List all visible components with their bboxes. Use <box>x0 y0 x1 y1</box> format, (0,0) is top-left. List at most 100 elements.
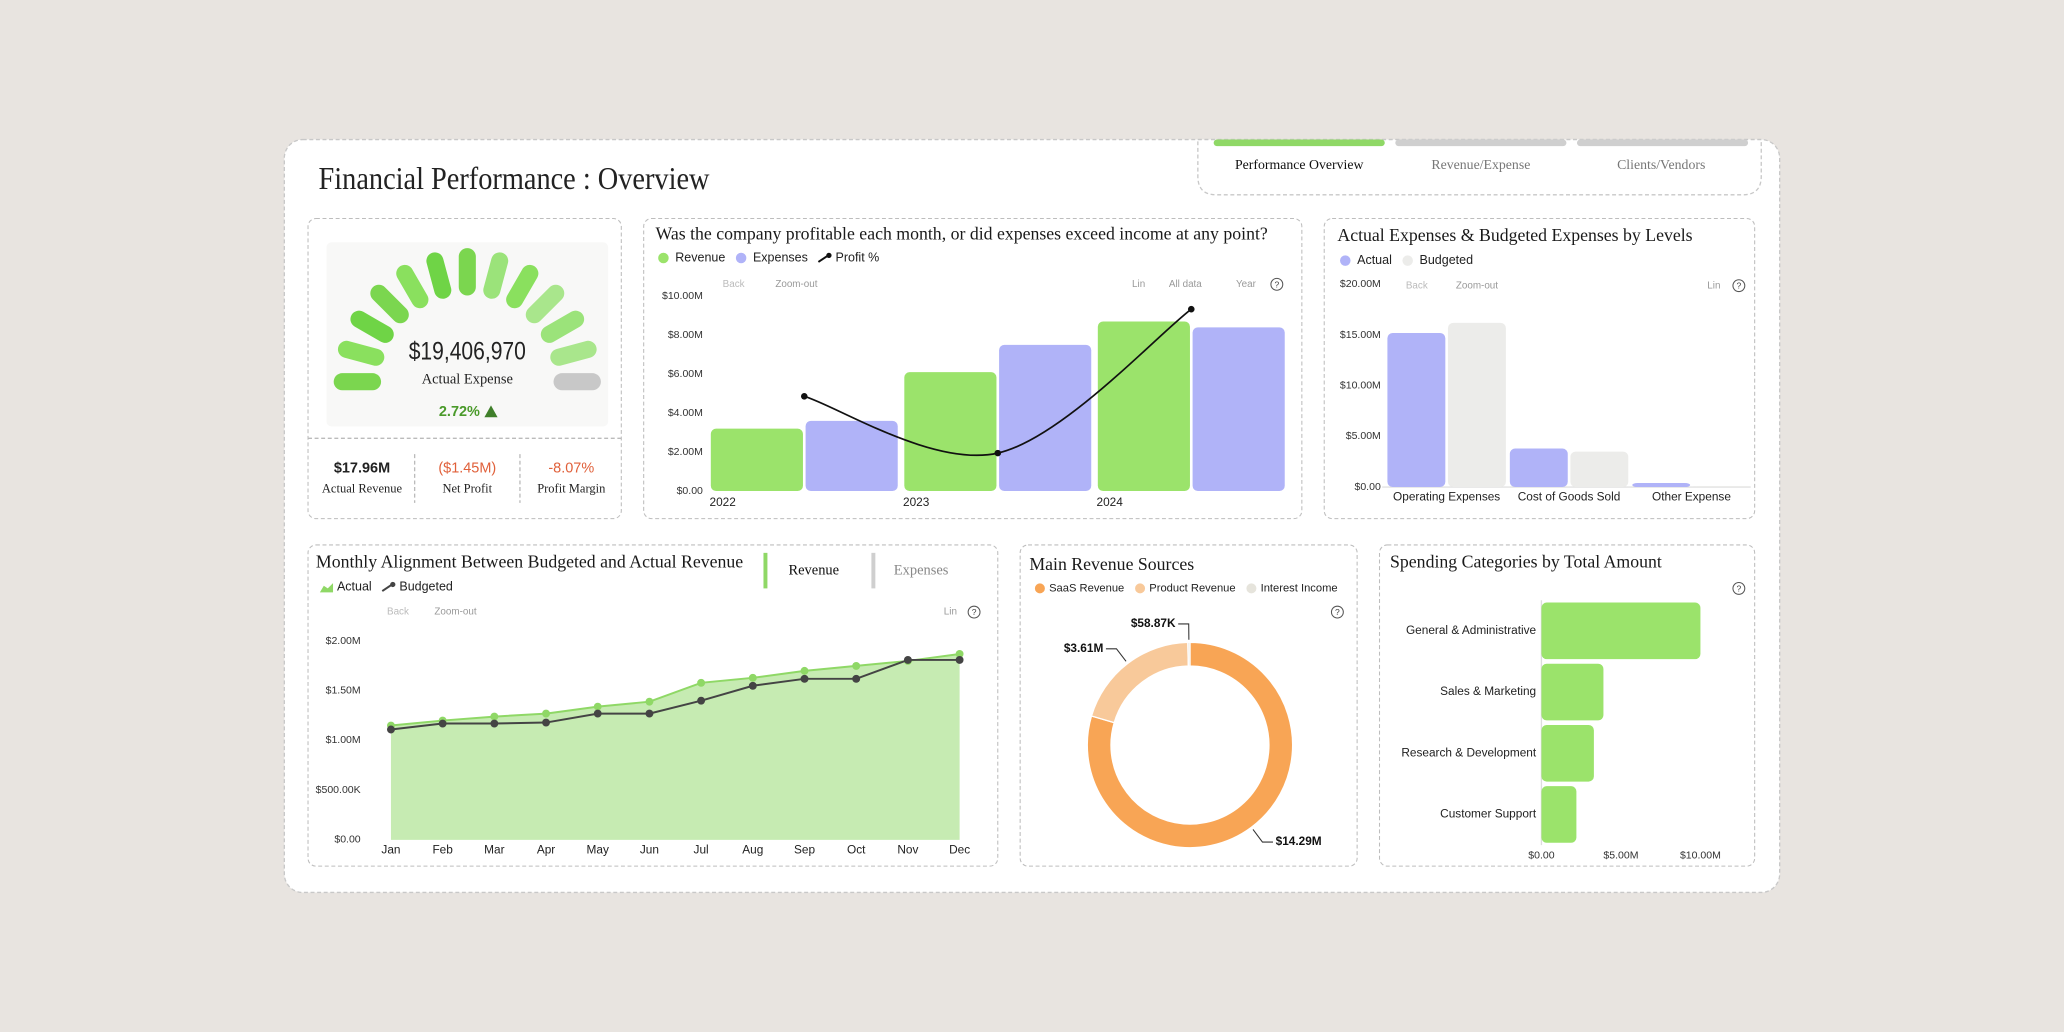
tab-indicator <box>1213 139 1385 147</box>
y-tick-label: $500.00K <box>316 784 361 796</box>
line-point <box>645 709 654 718</box>
gauge-segment <box>370 284 409 324</box>
bar <box>1541 663 1604 721</box>
x-tick-label: Mar <box>484 842 504 856</box>
gauge <box>333 248 601 391</box>
toolbar-button: Zoom-out <box>434 607 476 618</box>
legend-marker <box>1034 583 1045 594</box>
tab[interactable]: Performance Overview <box>1235 157 1363 172</box>
line-point <box>490 719 499 728</box>
x-tick-label: Feb <box>432 842 453 856</box>
y-tick-label: Research & Development <box>1401 745 1536 759</box>
y-tick-label: $5.00M <box>1346 430 1381 442</box>
toggle-button[interactable] <box>763 552 856 589</box>
leader-line <box>1105 648 1127 662</box>
y-tick-label: $15.00M <box>1340 329 1381 341</box>
toolbar-button: Year <box>1236 279 1257 290</box>
legend-marker <box>1402 255 1413 266</box>
y-tick-label: $0.00 <box>677 485 703 497</box>
x-tick-label: Cost of Goods Sold <box>1518 490 1621 504</box>
x-tick-label: $0.00 <box>1528 849 1554 861</box>
toolbar-button: Zoom-out <box>775 279 817 290</box>
gauge-segment <box>525 284 565 324</box>
gauge-segment <box>483 252 509 299</box>
bar <box>999 344 1092 491</box>
tab-indicator <box>1395 139 1567 147</box>
y-tick-label: $0.00 <box>1354 481 1380 493</box>
legend-label: Profit % <box>836 250 880 264</box>
bar <box>1509 448 1568 488</box>
legend-marker <box>658 252 669 264</box>
help-icon <box>967 605 981 619</box>
x-tick-label: 2024 <box>1097 495 1124 509</box>
toggle-label[interactable]: Revenue <box>788 563 839 579</box>
bar <box>1447 322 1506 488</box>
donut-slice <box>1187 641 1191 667</box>
line <box>390 658 960 731</box>
line-point <box>1187 305 1195 313</box>
y-tick-label: $20.00M <box>1340 278 1381 290</box>
toolbar-button: Zoom-out <box>1456 280 1498 291</box>
kpi-value: ($1.45M) <box>438 460 496 476</box>
line-point <box>852 674 861 683</box>
line-point <box>645 697 654 706</box>
legend-marker <box>319 583 334 593</box>
area <box>390 653 960 840</box>
leader-line <box>1252 829 1273 843</box>
kpi-label: Actual Revenue <box>322 482 403 496</box>
line-point <box>852 661 861 670</box>
chart-title: Actual Expenses & Budgeted Expenses by L… <box>1337 225 1692 245</box>
x-tick-label: Nov <box>897 842 918 856</box>
y-tick-label: $10.00M <box>662 290 703 302</box>
help-icon: ? <box>972 607 977 617</box>
kpi-value: $17.96M <box>334 460 390 476</box>
gauge-label: Actual Expense <box>422 372 513 388</box>
kpi-value: -8.07% <box>548 460 594 476</box>
x-tick-label: Other Expense <box>1652 490 1731 504</box>
help-icon: ? <box>1736 583 1741 593</box>
x-tick-label: Apr <box>537 842 555 856</box>
gauge-segment <box>426 252 452 299</box>
bar <box>1632 482 1691 488</box>
help-icon <box>1270 277 1284 291</box>
tab[interactable]: Clients/Vendors <box>1617 157 1705 172</box>
x-tick-label: Sep <box>794 842 815 856</box>
legend-label: Actual <box>1357 253 1392 267</box>
legend-marker <box>1246 583 1257 594</box>
y-tick-label: $8.00M <box>668 329 703 341</box>
x-tick-label: Operating Expenses <box>1393 490 1500 504</box>
up-arrow <box>484 405 498 418</box>
toolbar-button: All data <box>1169 279 1202 290</box>
gauge-segment <box>550 340 597 366</box>
bar <box>1692 486 1751 488</box>
x-tick-label: Jan <box>381 842 400 856</box>
legend-label: SaaS Revenue <box>1049 582 1124 594</box>
chart-title: Main Revenue Sources <box>1029 554 1194 574</box>
y-tick-label: $4.00M <box>668 407 703 419</box>
kpi-label: Net Profit <box>442 482 492 496</box>
legend-label: Revenue <box>675 250 725 264</box>
legend-marker <box>390 581 396 588</box>
kpi-label: Profit Margin <box>537 482 606 496</box>
line-point <box>955 655 964 664</box>
line-point <box>542 718 550 727</box>
bar <box>1387 332 1446 488</box>
line-point <box>438 719 447 728</box>
data-label: $3.61M <box>1064 641 1104 655</box>
chart-title: Monthly Alignment Between Budgeted and A… <box>316 551 743 571</box>
bar <box>1541 786 1577 843</box>
x-tick-label: $5.00M <box>1603 849 1638 861</box>
tab[interactable]: Revenue/Expense <box>1431 157 1530 172</box>
line-point <box>800 674 809 683</box>
toolbar-button: Lin <box>1132 279 1145 290</box>
line-point <box>903 655 912 664</box>
help-icon: ? <box>1274 279 1279 289</box>
line-point <box>800 392 808 400</box>
bar <box>1192 327 1285 491</box>
line-point <box>593 702 602 711</box>
bar <box>1097 321 1190 491</box>
legend-label: Budgeted <box>1420 253 1474 267</box>
legend-label: Expenses <box>753 250 808 264</box>
y-tick-label: $10.00M <box>1340 379 1381 391</box>
toggle-label[interactable]: Expenses <box>894 563 949 579</box>
